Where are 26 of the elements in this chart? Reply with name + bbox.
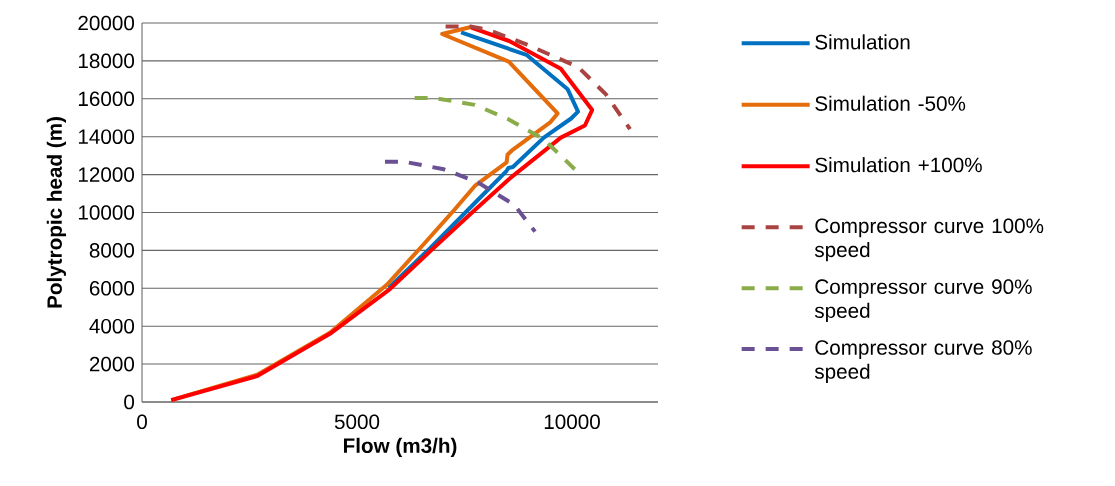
x-tick-label: 10000 xyxy=(544,414,600,430)
y-tick-label: 18000 xyxy=(78,53,135,69)
line-series xyxy=(386,30,581,290)
legend-label: Simulation -50% xyxy=(815,95,966,111)
y-tick-label: 0 xyxy=(124,394,135,410)
legend-label: Simulation +100% xyxy=(815,157,982,173)
y-axis-title: Polytropic head (m) xyxy=(46,117,67,308)
y-tick-label: 14000 xyxy=(78,129,135,145)
line-series xyxy=(382,159,538,234)
line-series xyxy=(412,96,577,172)
y-tick-label: 4000 xyxy=(89,318,135,334)
x-tick-label: 5000 xyxy=(334,414,380,430)
legend-label: Compressor curve 90% speed xyxy=(814,279,1032,323)
y-tick-label: 6000 xyxy=(89,280,135,296)
y-tick-label: 2000 xyxy=(89,356,135,372)
x-axis-title: Flow (m3/h) xyxy=(343,437,457,458)
y-tick-label: 16000 xyxy=(78,91,135,107)
y-tick-label: 8000 xyxy=(89,243,135,258)
legend-label: Compressor curve 100% speed xyxy=(814,218,1044,262)
y-tick-label: 20000 xyxy=(78,15,135,31)
y-tick-label: 10000 xyxy=(78,205,135,220)
line-series xyxy=(443,24,633,132)
x-tick-label: 0 xyxy=(137,414,147,430)
y-tick-label: 12000 xyxy=(78,167,135,182)
legend-label: Simulation xyxy=(815,34,910,50)
legend-label: Compressor curve 80% speed xyxy=(814,340,1032,383)
